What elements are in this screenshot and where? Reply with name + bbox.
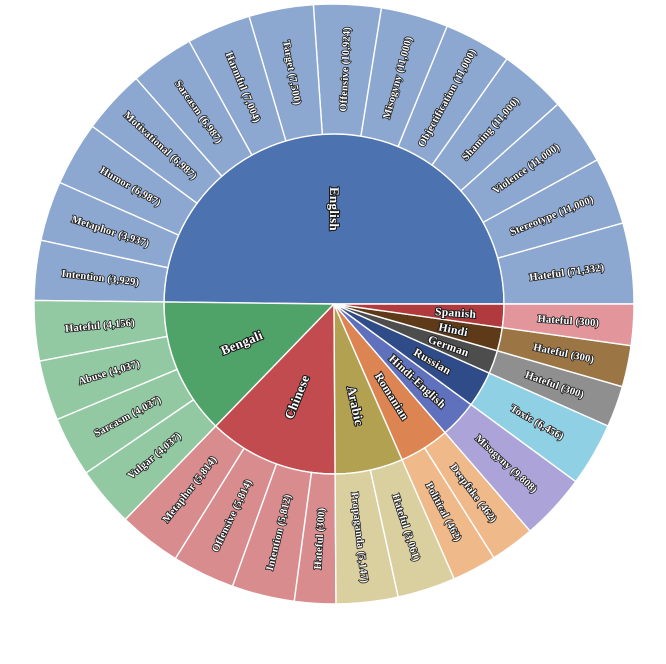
language-label-english: English [327,187,342,232]
language-label-spanish: Spanish [435,306,477,321]
category-segment-spanish-hateful [501,303,635,347]
category-label-chinese-hateful: Hateful (300) [313,507,328,570]
category-label-english-offensive: Offensive (10,924) [338,26,353,111]
category-label-spanish-hateful: Hateful (300) [537,314,600,329]
